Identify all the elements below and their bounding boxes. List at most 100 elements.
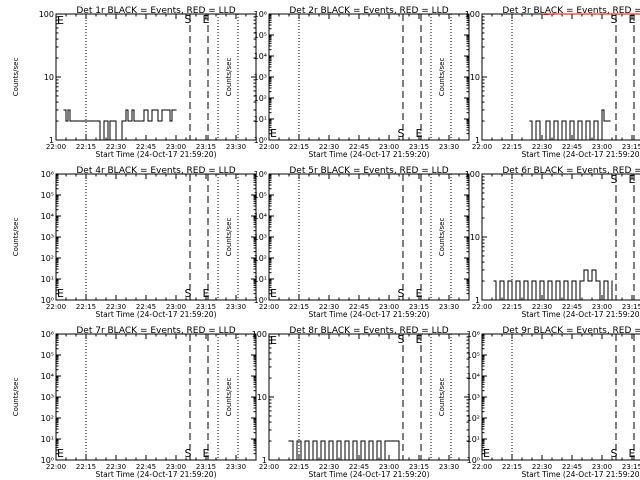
x-tick-label: 23:15 xyxy=(622,143,640,151)
y-tick-label: 10⁶ xyxy=(254,10,267,19)
x-tick-label: 22:00 xyxy=(46,143,66,151)
x-axis-label: Start Time (24-Oct-17 21:59:20) xyxy=(521,310,640,319)
panel-title: Det 6r BLACK = Events, RED = LLD xyxy=(502,166,640,176)
panel-title: Det 1r BLACK = Events, RED = LLD xyxy=(76,6,235,16)
y-tick-label: 10² xyxy=(41,254,54,263)
y-tick-label: 10² xyxy=(467,414,480,423)
end-marker-label: E xyxy=(416,127,423,140)
x-tick-label: 22:00 xyxy=(259,143,279,151)
x-tick-label: 22:45 xyxy=(349,143,369,151)
x-tick-label: 22:15 xyxy=(502,463,522,471)
y-tick-label: 10¹ xyxy=(467,435,480,444)
x-tick-label: 23:00 xyxy=(592,143,612,151)
x-tick-label: 23:15 xyxy=(196,463,216,471)
y-axis-label: Counts/sec xyxy=(12,378,20,417)
y-tick-label: 10⁵ xyxy=(41,351,54,360)
y-tick-label: 10⁴ xyxy=(254,52,267,61)
x-tick-label: 23:15 xyxy=(409,303,429,311)
detector-panel: Det 6r BLACK = Events, RED = LLD 1 10 100 Co… xyxy=(438,166,640,319)
detector-panel: Det 9r BLACK = Events, RED = LLD 10⁰ 10¹ 10… xyxy=(438,326,640,479)
y-tick-label: 100 xyxy=(252,330,267,339)
end-marker-label: E xyxy=(416,287,423,300)
x-tick-label: 22:30 xyxy=(106,463,126,471)
x-tick-label: 22:30 xyxy=(532,303,552,311)
x-tick-label: 23:00 xyxy=(592,463,612,471)
y-tick-label: 1 xyxy=(475,296,480,305)
x-tick-label: 22:30 xyxy=(319,303,339,311)
x-tick-label: 23:00 xyxy=(592,303,612,311)
x-tick-label: 22:15 xyxy=(502,303,522,311)
x-tick-label: 22:15 xyxy=(289,303,309,311)
events-series-line xyxy=(289,440,400,461)
x-tick-label: 22:00 xyxy=(472,463,492,471)
x-tick-label: 23:30 xyxy=(226,143,246,151)
x-tick-label: 23:00 xyxy=(166,303,186,311)
x-tick-label: 22:30 xyxy=(106,303,126,311)
y-tick-label: 10³ xyxy=(254,73,267,82)
x-tick-label: 22:00 xyxy=(259,463,279,471)
y-tick-label: 10⁴ xyxy=(41,212,54,221)
x-tick-label: 22:45 xyxy=(349,463,369,471)
y-tick-label: 1 xyxy=(475,136,480,145)
y-tick-label: 10⁵ xyxy=(41,191,54,200)
end-marker-label: E xyxy=(57,447,64,460)
panel-title: Det 2r BLACK = Events, RED = LLD xyxy=(289,6,448,16)
x-tick-label: 23:30 xyxy=(439,143,459,151)
x-tick-label: 22:30 xyxy=(319,463,339,471)
plot-frame xyxy=(481,13,640,141)
x-tick-label: 22:30 xyxy=(319,143,339,151)
y-tick-label: 10³ xyxy=(254,233,267,242)
x-tick-label: 22:15 xyxy=(76,303,96,311)
start-marker-label: S xyxy=(398,287,405,300)
panel-title: Det 5r BLACK = Events, RED = LLD xyxy=(289,166,448,176)
start-marker-label: S xyxy=(185,287,192,300)
x-tick-label: 23:15 xyxy=(196,143,216,151)
x-tick-label: 22:00 xyxy=(259,303,279,311)
y-tick-label: 10⁰ xyxy=(254,296,267,305)
x-tick-label: 22:45 xyxy=(349,303,369,311)
end-marker-label: E xyxy=(270,287,277,300)
y-tick-label: 10² xyxy=(41,414,54,423)
x-tick-label: 22:00 xyxy=(46,463,66,471)
y-tick-label: 100 xyxy=(39,10,54,19)
start-marker-label: S xyxy=(185,13,192,26)
y-tick-label: 10¹ xyxy=(254,115,267,124)
y-tick-label: 10² xyxy=(254,254,267,263)
x-tick-label: 22:15 xyxy=(76,463,96,471)
x-axis-label: Start Time (24-Oct-17 21:59:20) xyxy=(308,310,429,319)
x-tick-label: 22:45 xyxy=(562,303,582,311)
y-tick-label: 1 xyxy=(262,456,267,465)
y-tick-label: 10⁶ xyxy=(41,170,54,179)
y-tick-label: 10⁰ xyxy=(41,456,54,465)
end-marker-label: E xyxy=(483,447,490,460)
start-marker-label: S xyxy=(398,127,405,140)
y-axis-label: Counts/sec xyxy=(438,58,446,97)
x-tick-label: 23:30 xyxy=(439,463,459,471)
panel-title: Det 3r BLACK = Events, RED = LLD xyxy=(502,6,640,16)
x-tick-label: 22:00 xyxy=(46,303,66,311)
y-tick-label: 10⁰ xyxy=(41,296,54,305)
x-tick-label: 22:15 xyxy=(289,143,309,151)
end-marker-label: E xyxy=(270,334,277,347)
y-tick-label: 10⁶ xyxy=(41,330,54,339)
end-marker-label: E xyxy=(416,333,423,346)
x-axis-label: Start Time (24-Oct-17 21:59:20) xyxy=(308,470,429,479)
x-axis-label: Start Time (24-Oct-17 21:59:20) xyxy=(95,310,216,319)
start-marker-label: S xyxy=(611,447,618,460)
events-series-line xyxy=(64,109,176,141)
y-tick-label: 10 xyxy=(470,233,480,242)
y-tick-label: 10⁰ xyxy=(254,136,267,145)
x-tick-label: 22:00 xyxy=(472,143,492,151)
y-tick-label: 10² xyxy=(254,94,267,103)
y-tick-label: 10 xyxy=(257,393,267,402)
x-tick-label: 22:45 xyxy=(562,143,582,151)
y-axis-label: Counts/sec xyxy=(225,218,233,257)
x-tick-label: 23:15 xyxy=(622,303,640,311)
detector-panel: Det 8r BLACK = Events, RED = LLD 1 10 100 Co… xyxy=(225,326,470,479)
x-tick-label: 23:00 xyxy=(166,463,186,471)
y-axis-label: Counts/sec xyxy=(12,58,20,97)
panel-title: Det 9r BLACK = Events, RED = LLD xyxy=(502,326,640,336)
y-tick-label: 10⁵ xyxy=(254,191,267,200)
x-tick-label: 22:15 xyxy=(76,143,96,151)
